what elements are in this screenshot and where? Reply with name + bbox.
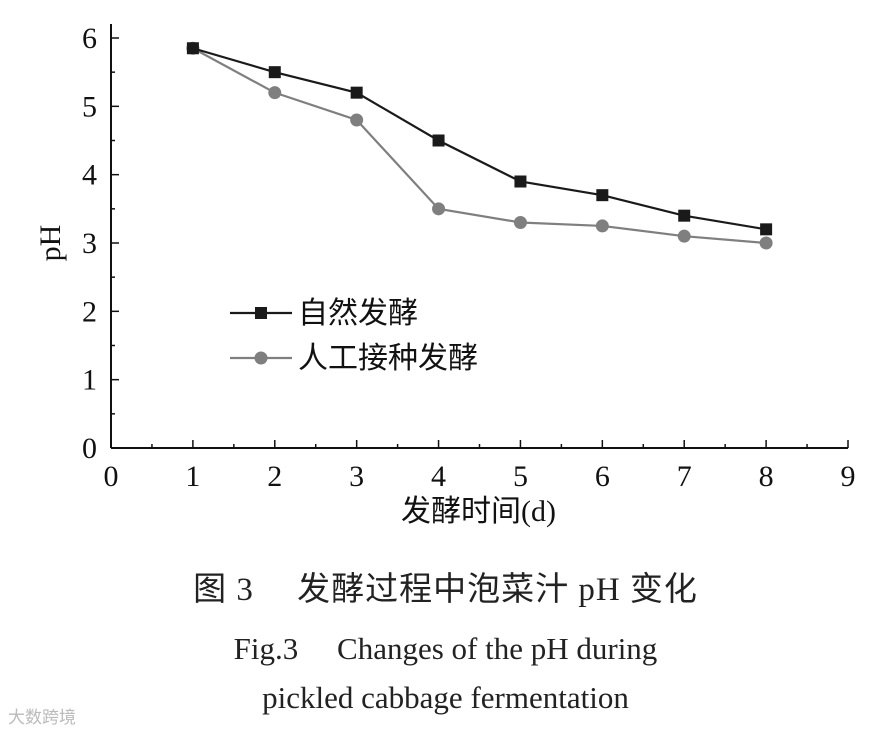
x-tick-label-3: 3 — [349, 460, 364, 493]
x-tick-label-1: 1 — [185, 460, 200, 493]
y-axis-title: pH — [34, 225, 67, 262]
legend-label-2: 人工接种发酵 — [298, 342, 478, 375]
series-1-point-5 — [514, 175, 527, 188]
series-1-point-7 — [678, 209, 691, 222]
series-1-point-3 — [350, 86, 363, 99]
x-tick-label-8: 8 — [759, 460, 774, 493]
series-1-point-1 — [186, 42, 199, 55]
legend-marker-2 — [254, 351, 268, 365]
figure-caption-english-line2: pickled cabbage fermentation — [262, 680, 629, 715]
y-tick-label-5: 5 — [82, 90, 97, 123]
y-tick-label-4: 4 — [82, 159, 97, 192]
x-tick-label-6: 6 — [595, 460, 610, 493]
line-chart: 0 1 2 3 4 5 6 7 8 9 0 1 2 3 4 5 6 发酵时间(d) pH 自然发酵人工接种发酵 — [34, 22, 856, 528]
x-tick-label-4: 4 — [431, 460, 446, 493]
series-2-point-3 — [350, 113, 364, 127]
series-2-point-2 — [268, 86, 282, 100]
series-1-point-2 — [268, 66, 281, 79]
x-tick-label-7: 7 — [677, 460, 692, 493]
series-line-1 — [192, 47, 767, 231]
y-tick-label-0: 0 — [82, 432, 97, 465]
y-tick-label-6: 6 — [82, 22, 97, 55]
y-tick-label-1: 1 — [82, 364, 97, 397]
x-tick-label-9: 9 — [841, 460, 856, 493]
x-tick-label-5: 5 — [513, 460, 528, 493]
series-1-point-6 — [596, 189, 609, 202]
y-tick-label-2: 2 — [82, 295, 97, 328]
series-1-point-8 — [760, 223, 773, 236]
x-tick-label-0: 0 — [104, 460, 119, 493]
x-axis-title: 发酵时间(d) — [401, 495, 556, 528]
series-2-point-8 — [759, 236, 773, 250]
series-1-point-4 — [432, 134, 445, 147]
series-2-point-4 — [432, 202, 446, 216]
y-tick-label-3: 3 — [82, 227, 97, 260]
series-line-2 — [192, 47, 767, 245]
x-tick-label-2: 2 — [267, 460, 282, 493]
legend-label-1: 自然发酵 — [298, 297, 418, 330]
series-2-point-6 — [595, 219, 609, 233]
legend-marker-1 — [255, 307, 267, 319]
figure-caption-english-line1: Fig.3 Changes of the pH during — [233, 631, 658, 666]
watermark-text: 大数跨境 — [8, 708, 76, 728]
series-2-point-5 — [513, 216, 527, 229]
figure-caption-chinese: 图 3 发酵过程中泡菜汁 pH 变化 — [193, 572, 698, 608]
series-2-point-7 — [677, 229, 691, 243]
